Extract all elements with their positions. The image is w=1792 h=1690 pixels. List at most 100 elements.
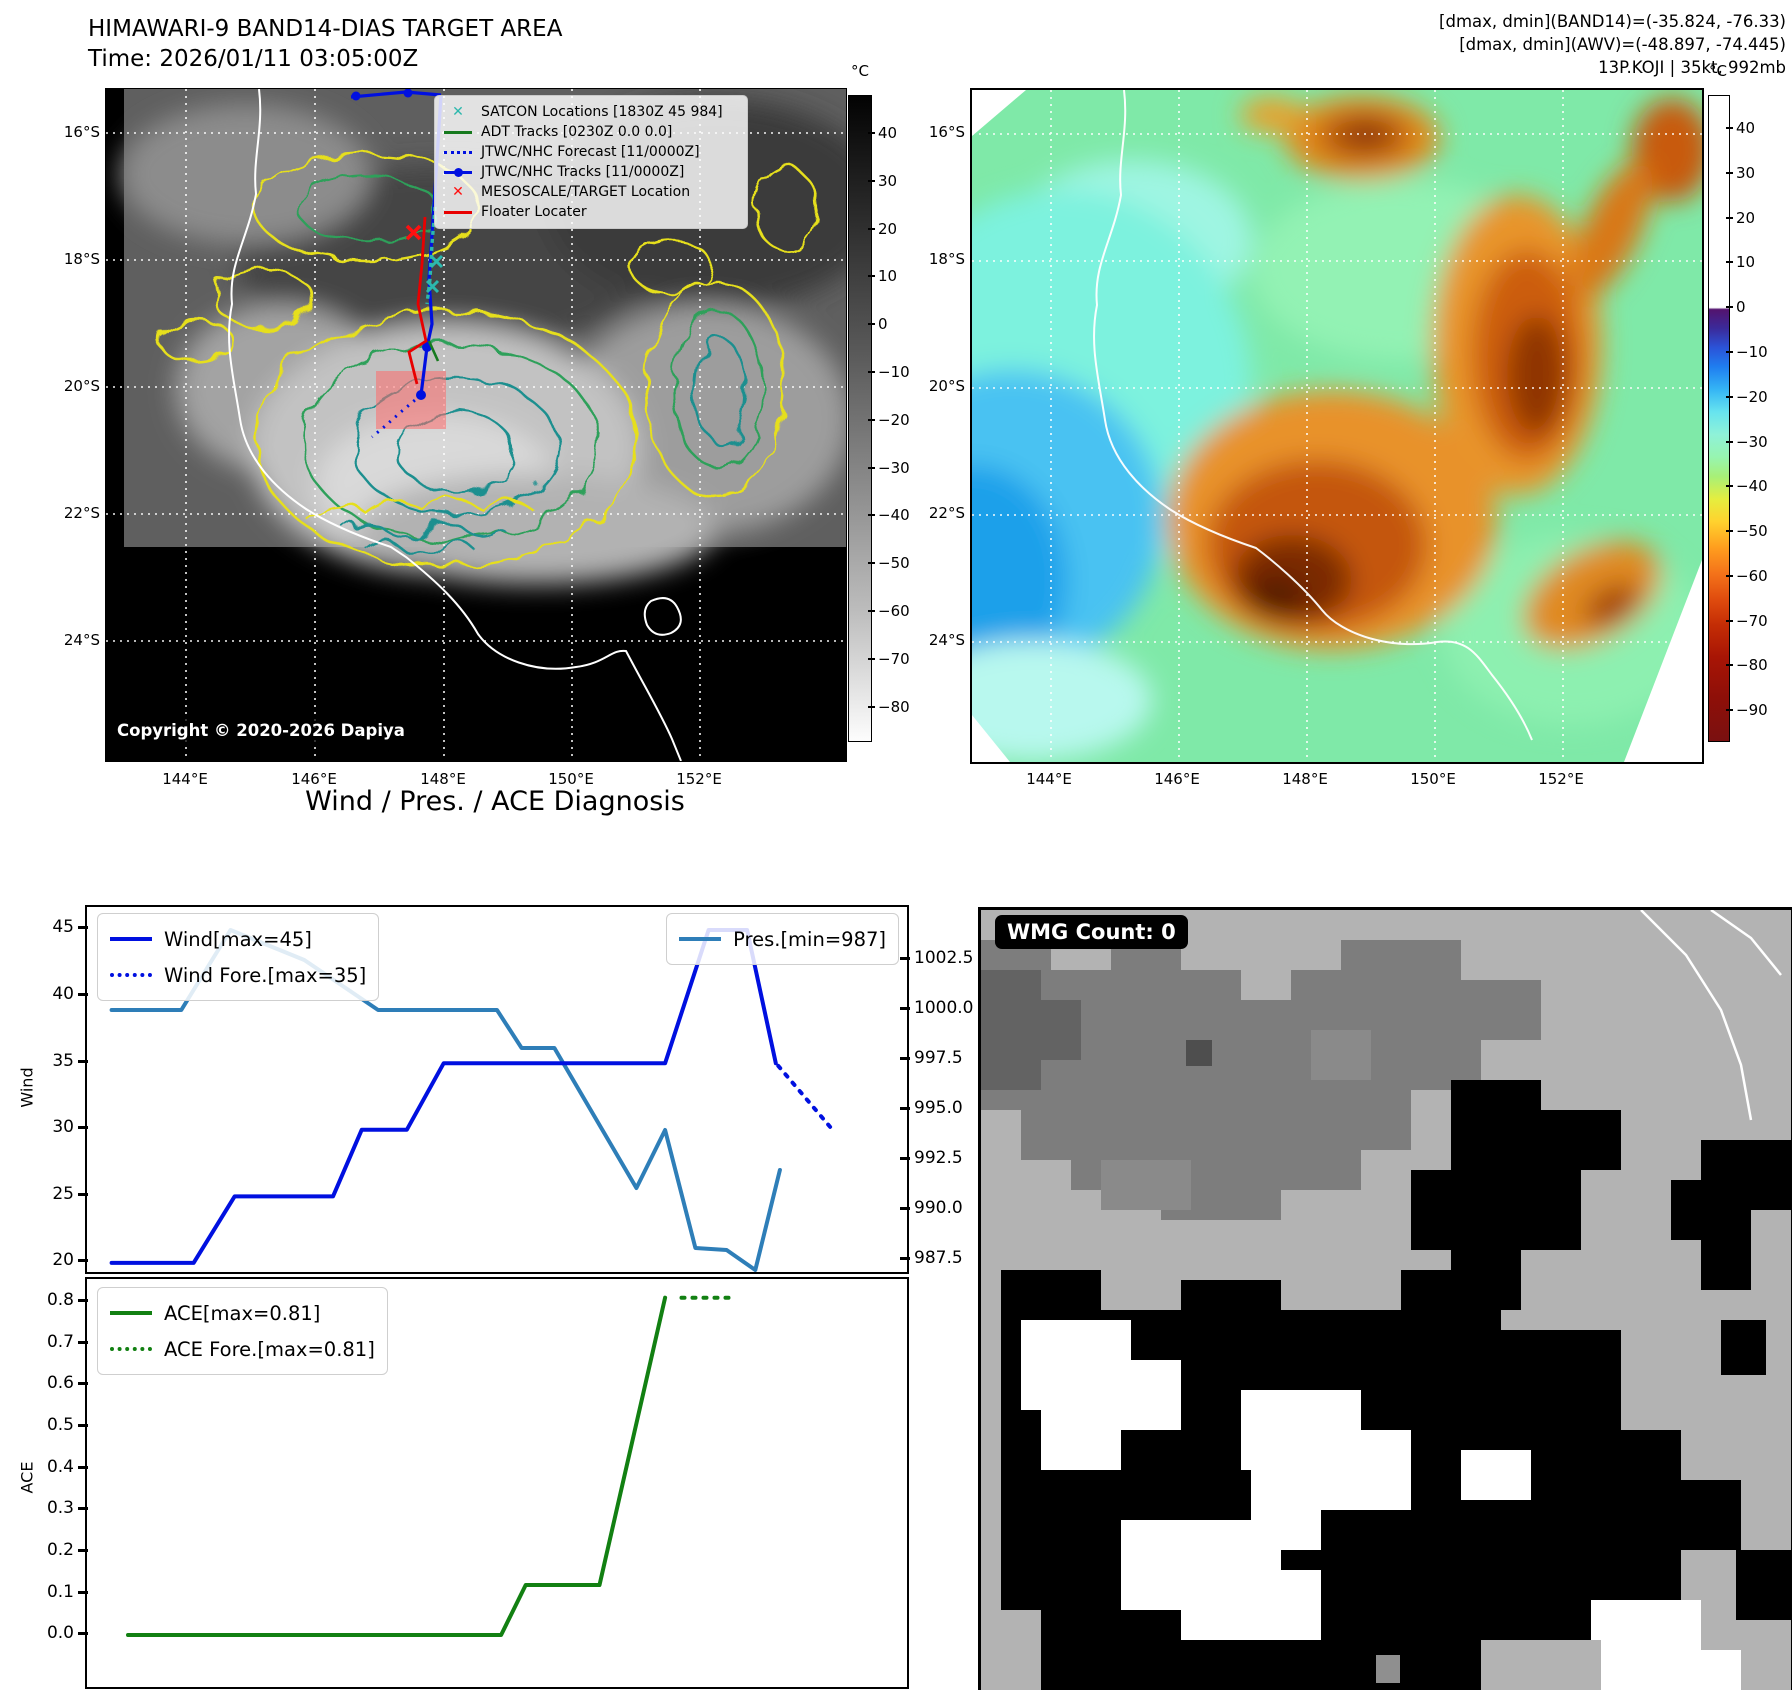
pressure-tick: 990.0	[900, 1198, 984, 1218]
legend-label: SATCON Locations [1830Z 45 984]	[481, 104, 723, 120]
pressure-tick: 1002.5	[900, 948, 984, 968]
satcon-x-markers	[425, 254, 444, 294]
wmg-gray-clouds	[981, 940, 1541, 1220]
ace-legend-label: ACE[max=0.81]	[164, 1301, 321, 1325]
cbawv-tick: −30	[1726, 433, 1768, 451]
cbawv-tick: −50	[1726, 522, 1768, 540]
band14-colorbar	[848, 95, 872, 742]
cb14-tick: −40	[868, 506, 910, 524]
awv-lat-22s: 22°S	[928, 504, 965, 522]
awv-colorbar	[1708, 95, 1730, 742]
legend-label: JTWC/NHC Forecast [11/0000Z]	[481, 144, 700, 160]
cbawv-tick: −10	[1726, 343, 1768, 361]
ace-tick: 0.4	[32, 1457, 88, 1477]
wmg-white-blobs	[1021, 1320, 1741, 1690]
pressure-legend-row: Pres.[min=987]	[679, 921, 886, 957]
cb14-tick: −80	[868, 698, 910, 716]
ace-forecast-dotted-icon	[110, 1347, 152, 1351]
awv-lon-146e: 146°E	[1154, 770, 1200, 788]
ace-ylabel: ACE	[17, 1461, 37, 1494]
floater-line-icon	[443, 210, 473, 214]
legend-label: MESOSCALE/TARGET Location	[481, 184, 691, 200]
cbawv-tick: −60	[1726, 567, 1768, 585]
band14-lat-24s: 24°S	[63, 631, 100, 649]
cbawv-tick: −40	[1726, 477, 1768, 495]
pressure-line-icon	[679, 937, 722, 941]
wmg-count-badge: WMG Count: 0	[995, 915, 1188, 949]
band14-lat-20s: 20°S	[63, 377, 100, 395]
target-area-box	[376, 371, 446, 429]
mesoscale-x-icon: ✕	[452, 184, 464, 200]
legend-row-adt: ADT Tracks [0230Z 0.0 0.0]	[443, 122, 739, 142]
cbawv-tick: −90	[1726, 701, 1768, 719]
band14-lat-18s: 18°S	[63, 250, 100, 268]
ir-contours	[158, 151, 818, 569]
awv-lon-152e: 152°E	[1538, 770, 1584, 788]
adt-line-icon	[443, 130, 473, 134]
copyright-watermark: Copyright © 2020-2026 Dapiya	[108, 718, 414, 743]
awv-lat-24s: 24°S	[928, 631, 965, 649]
swath-edge-topleft	[972, 90, 1026, 136]
wind-legend-row: Wind[max=45]	[110, 921, 366, 957]
pressure-legend: Pres.[min=987]	[666, 913, 899, 965]
legend-row-satcon: ✕ SATCON Locations [1830Z 45 984]	[443, 102, 739, 122]
diagnosis-title: Wind / Pres. / ACE Diagnosis	[305, 786, 685, 817]
swath-edge-bottomright	[1624, 560, 1702, 762]
wind-tick: 25	[32, 1184, 88, 1204]
awv-colorbar-unit: °C	[1709, 62, 1727, 80]
ace-tick: 0.5	[32, 1415, 88, 1435]
legend-row-tracks: JTWC/NHC Tracks [11/0000Z]	[443, 162, 739, 182]
wind-tick: 30	[32, 1117, 88, 1137]
legend-row-forecast: JTWC/NHC Forecast [11/0000Z]	[443, 142, 739, 162]
awv-map	[972, 90, 1702, 762]
dmax-dmin-awv: [dmax, dmin](AWV)=(-48.897, -74.445)	[1459, 35, 1786, 54]
wind-tick: 20	[32, 1250, 88, 1270]
forecast-dotted-icon	[443, 150, 473, 154]
cb14-tick: −30	[868, 459, 910, 477]
swath-edge-bottomleft	[972, 715, 1010, 762]
wind-tick: 45	[32, 917, 88, 937]
cbawv-tick: −20	[1726, 388, 1768, 406]
pressure-legend-label: Pres.[min=987]	[733, 927, 886, 951]
awv-lat-20s: 20°S	[928, 377, 965, 395]
jtwc-forecast-line	[371, 393, 422, 439]
awv-header-block: [dmax, dmin](BAND14)=(-35.824, -76.33) […	[1439, 10, 1786, 79]
wind-pressure-plot: Wind[max=45] Wind Fore.[max=35] Pres.[mi…	[85, 905, 909, 1274]
satcon-x-icon: ✕	[452, 104, 464, 120]
ace-tick: 0.7	[32, 1332, 88, 1352]
cb14-tick: 10	[867, 267, 898, 285]
tracks-line-dot-icon	[443, 167, 473, 177]
cbawv-tick: 20	[1725, 209, 1756, 227]
adt-track-line	[427, 340, 440, 362]
cb14-tick: −70	[868, 650, 910, 668]
band14-satellite-panel: ✕ SATCON Locations [1830Z 45 984] ADT Tr…	[105, 88, 847, 762]
ace-fore-legend-label: ACE Fore.[max=0.81]	[164, 1337, 375, 1361]
band14-title-block: HIMAWARI-9 BAND14-DIAS TARGET AREA Time:…	[88, 14, 562, 74]
ace-tick: 0.6	[32, 1373, 88, 1393]
band14-lon-150e: 150°E	[548, 770, 594, 788]
coastline	[228, 89, 682, 761]
ace-lines	[126, 1295, 733, 1637]
wind-tick: 35	[32, 1051, 88, 1071]
ace-tick: 0.1	[32, 1582, 88, 1602]
legend-label: ADT Tracks [0230Z 0.0 0.0]	[481, 124, 673, 140]
ace-tick: 0.2	[32, 1540, 88, 1560]
storm-id-intensity: 13P.KOJI | 35kt, 992mb	[1598, 58, 1786, 77]
band14-lon-144e: 144°E	[162, 770, 208, 788]
cbawv-tick: 40	[1725, 119, 1756, 137]
band14-lat-22s: 22°S	[63, 504, 100, 522]
awv-lat-16s: 16°S	[928, 123, 965, 141]
pressure-tick: 992.5	[900, 1148, 984, 1168]
awv-lat-18s: 18°S	[928, 250, 965, 268]
pressure-tick: 1000.0	[900, 998, 984, 1018]
cb14-tick: −60	[868, 602, 910, 620]
awv-lon-144e: 144°E	[1026, 770, 1072, 788]
ace-plot: ACE[max=0.81] ACE Fore.[max=0.81]	[85, 1277, 909, 1689]
wind-fore-legend-row: Wind Fore.[max=35]	[110, 957, 366, 993]
ace-legend: ACE[max=0.81] ACE Fore.[max=0.81]	[97, 1287, 388, 1375]
cbawv-tick: 0	[1726, 298, 1746, 316]
satcon-line	[425, 206, 437, 305]
cb14-tick: 20	[867, 220, 898, 238]
wind-ylabel: Wind	[17, 1067, 37, 1108]
